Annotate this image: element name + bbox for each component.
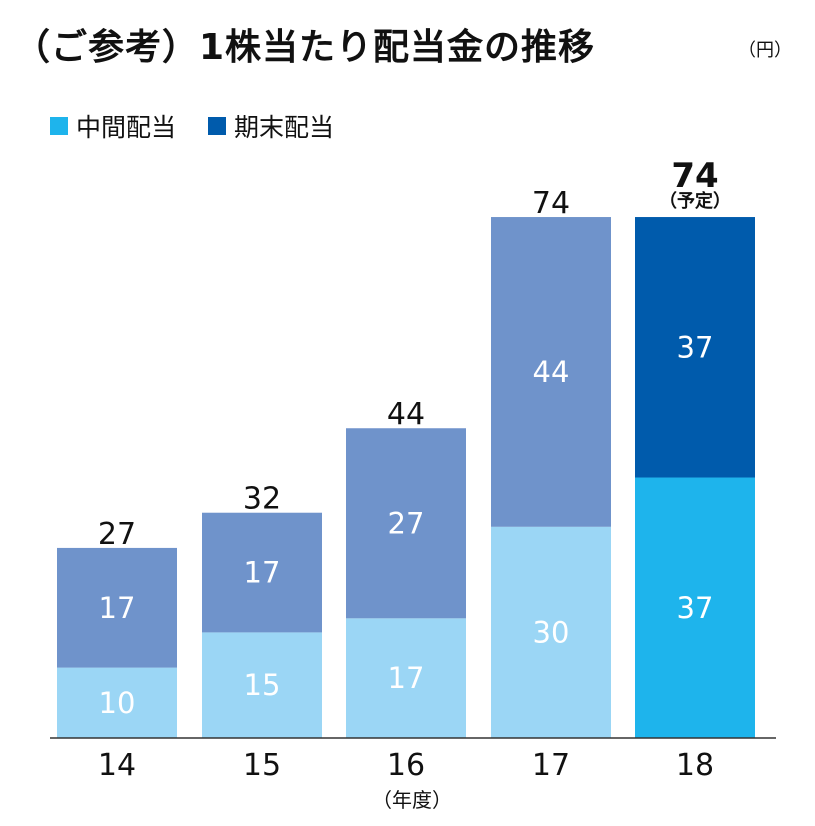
data-label-interim-16: 17 [388,661,425,695]
legend-swatch-year-end [208,117,227,135]
bar-interim-16 [346,618,466,738]
bar-interim-14 [57,667,177,738]
bar-year-end-14 [57,547,177,668]
bar-year-end-15 [202,512,322,633]
legend-item-interim: 中間配当 [50,108,176,144]
total-label-17: 74 [532,186,570,221]
x-tick-label-15: 15 [243,748,281,783]
data-label-year-end-16: 27 [388,506,425,540]
legend-label-interim: 中間配当 [76,113,177,142]
x-tick-label-16: 16 [387,748,425,783]
legend-item-year-end: 期末配当 [208,108,334,144]
total-label-14: 27 [98,517,136,552]
forecast-note: （予定） [659,190,731,212]
chart-title: （ご参考）1株当たり配当金の推移 [14,27,596,68]
legend-swatch-interim [50,117,68,135]
data-label-year-end-15: 17 [244,556,281,590]
x-tick-label-14: 14 [98,748,136,783]
data-label-interim-15: 15 [244,668,281,702]
legend: 中間配当 期末配当 [50,108,366,144]
bar-year-end-17 [491,217,611,527]
data-label-interim-14: 10 [99,686,136,720]
bar-interim-17 [491,526,611,738]
x-axis-note: （年度） [372,788,452,812]
data-label-year-end-18: 37 [677,330,714,364]
unit-label: （円） [738,40,792,61]
x-tick-label-17: 17 [532,748,570,783]
legend-label-year-end: 期末配当 [234,113,335,142]
data-label-interim-17: 30 [533,615,570,649]
total-label-16: 44 [387,397,425,432]
data-label-interim-18: 37 [677,591,714,625]
bar-interim-15 [202,632,322,738]
bar-year-end-16 [346,428,466,619]
x-tick-label-18: 18 [676,748,714,783]
bar-year-end-18 [635,217,755,478]
data-label-year-end-14: 17 [99,591,136,625]
total-label-18: 74 [671,156,718,196]
total-label-15: 32 [243,482,281,517]
data-label-year-end-17: 44 [533,355,570,389]
bar-interim-18 [635,477,755,738]
